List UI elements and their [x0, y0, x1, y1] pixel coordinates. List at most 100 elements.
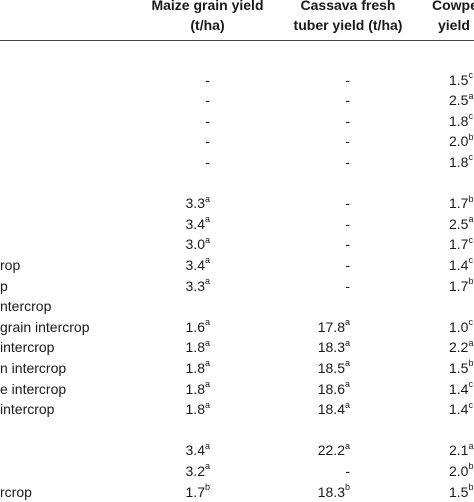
cassava-value-cell: - [345, 90, 350, 110]
table-row: - - 1.8c [0, 111, 474, 131]
maize-value: 3.2 [185, 463, 205, 479]
header-maize-line1: Maize grain yield [151, 0, 264, 13]
row-label: rcrop [0, 483, 32, 500]
maize-value-cell: 1.8a [186, 337, 210, 357]
maize-value: 1.8 [185, 380, 205, 397]
cowpea-value-cell: 1.8c [449, 111, 474, 131]
table-row: intercrop 1.8a 18.4a 1.4c [0, 399, 474, 419]
maize-value-cell: 3.3a [186, 193, 210, 213]
table-row: 3.2a - 2.0b [0, 461, 474, 481]
table-row: 3.0a - 1.7c [0, 234, 474, 254]
cowpea-value: 1.0 [449, 318, 469, 335]
maize-value: 1.7 [185, 483, 205, 500]
cassava-value: - [345, 154, 350, 170]
table-row: - - 1.5c [0, 70, 474, 90]
table-row: grain intercrop 1.6a 17.8a 1.0c [0, 317, 474, 337]
maize-value: 3.4 [185, 257, 205, 273]
cowpea-significance-letter: b [468, 275, 474, 286]
cowpea-value-cell: 1.0c [449, 317, 474, 337]
table-row: e intercrop 1.8a 18.6a 1.4c [0, 379, 474, 399]
cowpea-significance-letter: a [468, 214, 474, 225]
maize-value-cell: - [205, 70, 210, 90]
cassava-value: - [345, 133, 350, 150]
table-row [0, 420, 474, 440]
cowpea-value: 2.0 [449, 463, 469, 479]
cassava-significance-letter: a [344, 399, 350, 410]
table-row: rop 3.4a - 1.4c [0, 255, 474, 275]
cassava-significance-letter: a [344, 378, 350, 389]
cassava-value: - [345, 215, 350, 232]
row-label: e intercrop [0, 380, 67, 397]
table-row: 3.3a - 1.7b [0, 193, 474, 213]
cowpea-significance-letter: c [468, 111, 473, 122]
maize-value: 3.0 [185, 236, 205, 253]
cowpea-value: 1.4 [449, 380, 469, 397]
cowpea-significance-letter: c [468, 378, 473, 389]
table-row: ntercrop [0, 296, 474, 316]
cassava-value-cell: - [345, 152, 350, 172]
cowpea-value: 1.8 [449, 112, 469, 129]
cowpea-value-cell: 2.5a [449, 90, 474, 110]
row-label: n intercrop [0, 360, 67, 376]
cassava-value: - [345, 195, 350, 212]
maize-significance-letter: a [204, 193, 210, 204]
maize-significance-letter: a [204, 440, 210, 451]
cowpea-value: 1.4 [449, 257, 469, 273]
maize-value-cell: 3.0a [186, 234, 210, 254]
cassava-value: - [345, 277, 350, 294]
table-row: n intercrop 1.8a 18.5a 1.5b [0, 358, 474, 378]
cowpea-significance-letter: c [468, 317, 473, 328]
header-rule [0, 40, 474, 41]
row-label: p [0, 277, 8, 294]
cassava-significance-letter: a [344, 317, 350, 328]
maize-value-cell: 3.4a [186, 255, 210, 275]
cassava-value: 18.3 [317, 339, 345, 356]
maize-value: 3.3 [185, 277, 205, 294]
maize-value-cell: 3.3a [186, 276, 210, 296]
cowpea-value: 2.5 [449, 92, 469, 109]
cassava-value: - [345, 257, 350, 273]
maize-value-cell: 3.2a [186, 461, 210, 481]
cowpea-value: 1.7 [449, 195, 469, 212]
cassava-value-cell: - [345, 70, 350, 90]
row-label: ntercrop [0, 298, 52, 315]
cowpea-significance-letter: c [468, 234, 473, 245]
cassava-value-cell: 18.5a [318, 358, 350, 378]
cowpea-value-cell: 1.8c [449, 152, 474, 172]
maize-value: - [205, 71, 210, 88]
cassava-value-cell: 18.6a [318, 379, 350, 399]
maize-value-cell: - [205, 131, 210, 151]
cowpea-value-cell: 1.5b [449, 482, 474, 502]
cassava-value-cell: - [345, 461, 350, 481]
cassava-value-cell: - [345, 193, 350, 213]
cassava-value-cell: 18.3a [318, 337, 350, 357]
cassava-significance-letter: a [344, 440, 350, 451]
cowpea-value-cell: 1.5c [449, 70, 474, 90]
maize-significance-letter: a [204, 214, 210, 225]
row-label: intercrop [0, 339, 55, 356]
cassava-value: - [345, 236, 350, 253]
cassava-significance-letter: a [344, 358, 350, 369]
maize-value: 3.4 [185, 442, 205, 459]
cowpea-value-cell: 1.7b [449, 193, 474, 213]
maize-value: - [205, 112, 210, 129]
cowpea-significance-letter: a [468, 90, 474, 101]
cowpea-value: 1.5 [449, 483, 469, 500]
table-row: rcrop 1.7b 18.3b 1.5b [0, 482, 474, 502]
maize-value-cell: 1.8a [186, 399, 210, 419]
cassava-value-cell: - [345, 214, 350, 234]
cassava-value: 22.2 [317, 442, 345, 459]
cowpea-value: 1.5 [449, 71, 469, 88]
maize-value: 1.8 [185, 401, 205, 418]
maize-significance-letter: a [204, 399, 210, 410]
cowpea-significance-letter: c [468, 69, 473, 80]
cowpea-value-cell: 2.0b [449, 131, 474, 151]
cassava-value: - [345, 463, 350, 479]
maize-value: 3.4 [185, 215, 205, 232]
maize-value: 1.8 [185, 360, 205, 376]
cassava-value: - [345, 112, 350, 129]
cowpea-significance-letter: a [468, 440, 474, 451]
header-cassava: Cassava fresh tuber yield (t/ha) [278, 0, 418, 35]
maize-significance-letter: a [204, 378, 210, 389]
